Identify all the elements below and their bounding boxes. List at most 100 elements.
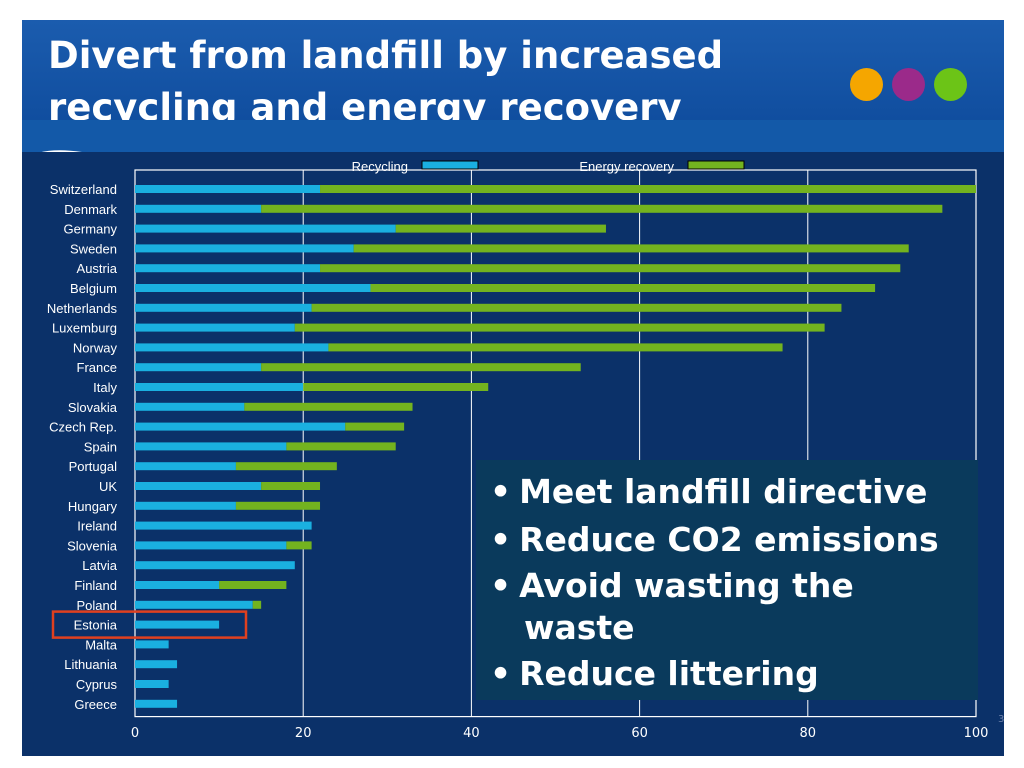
energy-recovery-bar	[320, 185, 976, 193]
x-tick-label: 100	[964, 726, 989, 741]
energy-recovery-bar	[303, 383, 489, 391]
energy-recovery-bar	[286, 442, 396, 451]
bullet-item: • Meet landfill directive	[490, 472, 928, 511]
recycling-bar	[135, 343, 329, 352]
x-tick-label: 80	[800, 726, 817, 741]
bullet-item-continued: waste	[524, 608, 635, 647]
energy-recovery-bar	[395, 224, 606, 233]
legend-swatch	[421, 160, 479, 170]
energy-recovery-bar	[294, 323, 825, 332]
bullet-marker: •	[490, 472, 512, 511]
category-label: Hungary	[68, 499, 118, 514]
recycling-bar	[135, 581, 220, 589]
category-label: UK	[99, 479, 117, 494]
recycling-bar	[135, 264, 321, 273]
category-label: Czech Rep.	[49, 420, 117, 435]
estonia-highlight-box	[51, 610, 248, 639]
recycling-bar	[135, 462, 236, 471]
category-label: France	[77, 360, 117, 375]
energy-recovery-bar	[244, 402, 413, 411]
page-title: Divert from landfill by increased recycl…	[48, 30, 828, 134]
category-label: Switzerland	[50, 182, 117, 197]
recycling-bar	[135, 482, 262, 490]
key-points-box: • Meet landfill directive • Reduce CO2 emi…	[476, 460, 978, 700]
legend-swatch	[687, 160, 745, 170]
recycling-bar	[135, 402, 245, 411]
bullet-item: • Reduce littering	[490, 654, 819, 693]
category-label: Luxemburg	[52, 321, 117, 336]
recycling-bar	[135, 620, 220, 629]
energy-recovery-bar	[345, 422, 405, 431]
recycling-bar	[135, 244, 354, 253]
recycling-bar	[135, 422, 346, 431]
legend-label: Energy recovery	[579, 159, 674, 174]
category-label: Greece	[74, 697, 117, 712]
bullet-item: • Reduce CO2 emissions	[490, 520, 939, 559]
category-label: Belgium	[70, 281, 117, 296]
x-tick-label: 20	[295, 726, 312, 741]
bullet-marker: •	[490, 520, 512, 559]
bullet-item: • Avoid wasting the	[490, 566, 854, 605]
green-dot-icon	[934, 68, 967, 101]
category-label: Malta	[85, 637, 118, 652]
recycling-bar	[135, 383, 304, 391]
recycling-bar	[135, 561, 295, 570]
category-label: Denmark	[64, 202, 117, 217]
purple-dot-icon	[892, 68, 925, 101]
category-label: Italy	[93, 380, 117, 395]
category-label: Portugal	[69, 459, 118, 474]
recycling-bar	[135, 660, 178, 669]
energy-recovery-bar	[261, 204, 943, 213]
energy-recovery-bar	[311, 303, 842, 312]
category-label: Sweden	[70, 241, 117, 256]
x-tick-label: 60	[631, 726, 648, 741]
recycling-bar	[135, 521, 312, 530]
energy-recovery-bar	[320, 264, 901, 273]
energy-recovery-bar	[286, 541, 312, 550]
category-label: Slovakia	[68, 400, 118, 415]
energy-recovery-bar	[235, 462, 337, 471]
category-label: Lithuania	[64, 657, 118, 672]
category-label: Germany	[64, 222, 118, 237]
bullet-marker: •	[490, 654, 512, 693]
recycling-bar	[135, 224, 396, 233]
recycling-bar	[135, 323, 295, 332]
recycling-bar	[135, 541, 287, 550]
recycling-bar	[135, 600, 253, 609]
energy-recovery-bar	[328, 343, 783, 352]
category-label: Austria	[77, 261, 118, 276]
recycling-bar	[135, 363, 262, 372]
energy-recovery-bar	[261, 363, 581, 372]
category-label: Finland	[74, 578, 117, 593]
recycling-bar	[135, 284, 371, 292]
category-label: Norway	[73, 340, 118, 355]
legend-label: Recycling	[352, 159, 408, 174]
recycling-bar	[135, 442, 287, 451]
category-label: Slovenia	[67, 538, 118, 553]
energy-recovery-bar	[235, 501, 321, 510]
title-line-1: Divert from landfill by increased	[48, 34, 724, 77]
category-label: Latvia	[82, 558, 117, 573]
recycling-bar	[135, 699, 178, 708]
recycling-bar	[135, 680, 169, 688]
category-label: Ireland	[77, 519, 117, 534]
energy-recovery-bar	[261, 482, 321, 490]
x-tick-label: 40	[463, 726, 480, 741]
x-tick-label: 0	[131, 726, 139, 741]
stacked-bar-chart: 0 20 40 60 80 100 Switzerland Denmark Germany Swe…	[47, 159, 989, 741]
recycling-bar	[135, 204, 262, 213]
energy-recovery-bar	[370, 284, 876, 292]
category-label: Netherlands	[47, 301, 118, 316]
energy-recovery-bar	[219, 581, 287, 589]
category-label: Spain	[84, 439, 117, 454]
recycling-bar	[135, 640, 169, 649]
category-label: Poland	[77, 598, 117, 613]
recycling-bar	[135, 303, 312, 312]
category-label: Estonia	[74, 618, 118, 633]
category-label: Cyprus	[76, 677, 118, 692]
energy-recovery-bar	[252, 600, 262, 609]
bullet-marker: •	[490, 566, 512, 605]
orange-dot-icon	[850, 68, 883, 101]
slide-number: 3	[998, 714, 1005, 725]
energy-recovery-bar	[353, 244, 909, 253]
